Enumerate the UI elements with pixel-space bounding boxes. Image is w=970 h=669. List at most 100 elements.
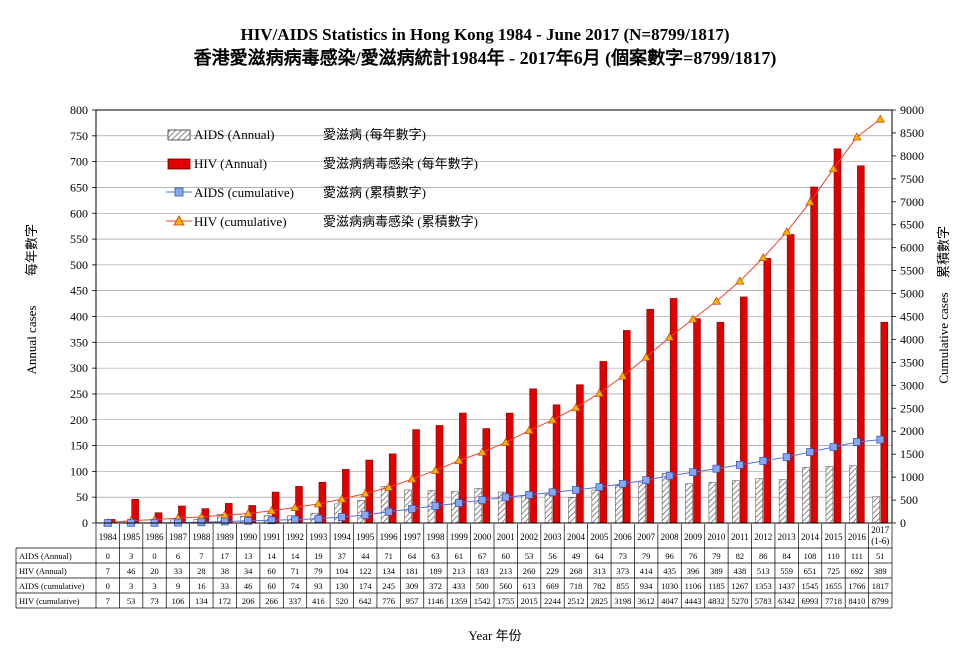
bar-hiv-annual	[599, 361, 608, 524]
table-cell: 104	[335, 566, 349, 576]
legend-label-aids-cumulative-zh: 愛滋病 (累積數字)	[323, 185, 426, 200]
y-tick-label-right: 2000	[900, 424, 924, 438]
point-hiv-cumulative	[243, 508, 253, 517]
legend-swatch-hiv-annual	[167, 158, 191, 170]
table-cell: 373	[616, 566, 629, 576]
y-label-left-zh: 每年數字	[24, 224, 39, 276]
x-tick-label: 1998	[426, 532, 445, 542]
point-aids-cumulative	[595, 483, 604, 491]
x-tick-label: 2014	[801, 532, 820, 542]
table-cell: 46	[127, 566, 136, 576]
table-cell: 108	[804, 551, 817, 561]
table-cell: 14	[267, 551, 276, 561]
legend-label-aids-cumulative-en: AIDS (cumulative)	[194, 185, 294, 200]
point-aids-cumulative	[314, 514, 323, 523]
table-cell: 416	[312, 596, 325, 606]
table-cell: 435	[663, 566, 676, 576]
point-hiv-cumulative	[313, 499, 324, 508]
table-cell: 53	[127, 596, 136, 606]
table-cell: 6342	[778, 596, 795, 606]
legend-label-hiv-annual-en: HIV (Annual)	[194, 156, 267, 171]
chart-subtitle: 香港愛滋病病毒感染/愛滋病統計1984年 - 2017年6月 (個案數字=879…	[193, 47, 777, 69]
y-tick-label-right: 7500	[900, 172, 924, 186]
table-cell: 79	[642, 551, 651, 561]
point-aids-cumulative	[408, 504, 416, 513]
x-tick-label: 1986	[146, 532, 165, 542]
table-cell: 17	[221, 551, 230, 561]
y-tick-label-right: 8500	[900, 126, 924, 140]
table-cell: 500	[476, 581, 489, 591]
table-cell: 37	[338, 551, 347, 561]
x-tick-label: 1997	[403, 532, 422, 542]
table-cell: 3	[129, 551, 133, 561]
table-cell: 0	[106, 551, 110, 561]
x-tick-label: 2000	[473, 532, 492, 542]
x-tick-label: 2016	[848, 532, 867, 542]
bar-aids-annual	[802, 466, 810, 524]
x-tick-label: 1990	[239, 532, 258, 542]
x-tick-label: 1984	[99, 532, 118, 542]
table-cell: 1766	[848, 581, 865, 591]
point-aids-cumulative	[735, 461, 744, 469]
table-cell: 206	[242, 596, 255, 606]
legend-label-aids-annual-zh: 愛滋病 (每年數字)	[323, 127, 426, 142]
point-aids-cumulative	[618, 479, 627, 488]
table-cell: 8799	[872, 596, 889, 606]
table-cell: 74	[291, 581, 300, 591]
bar-hiv-annual	[810, 186, 818, 524]
y-tick-label-right: 4000	[900, 332, 924, 346]
table-cell: 96	[665, 551, 674, 561]
table-cell: 414	[640, 566, 654, 576]
point-hiv-cumulative	[501, 437, 511, 446]
table-cell: 260	[523, 566, 536, 576]
table-cell: 213	[453, 566, 466, 576]
table-cell: 372	[429, 581, 442, 591]
table-cell: 7	[106, 596, 110, 606]
table-cell: 2244	[544, 596, 562, 606]
point-hiv-cumulative	[477, 447, 487, 456]
point-hiv-cumulative	[290, 502, 300, 511]
line-hiv-cumulative	[107, 118, 881, 524]
y-tick-label-left: 200	[70, 413, 88, 427]
point-hiv-cumulative	[337, 494, 347, 503]
point-aids-cumulative	[548, 488, 557, 497]
table-cell: 64	[408, 551, 417, 561]
table-cell: 71	[384, 551, 393, 561]
table-cell: 67	[478, 551, 487, 561]
x-tick-label: 1989	[216, 532, 235, 542]
table-cell: 651	[804, 566, 817, 576]
legend-swatch-aids-annual	[167, 129, 191, 141]
point-hiv-cumulative	[547, 415, 558, 424]
table-cell: 3198	[614, 596, 631, 606]
table-cell: 389	[710, 566, 723, 576]
x-tick-label: 1991	[263, 532, 281, 542]
table-cell: 60	[501, 551, 510, 561]
y-label-right-zh: 累積數字	[936, 226, 951, 278]
bar-aids-annual	[638, 481, 646, 524]
table-cell: 93	[314, 581, 323, 591]
x-axis-label: Year 年份	[468, 628, 521, 643]
table-cell: 4832	[708, 596, 725, 606]
y-tick-label-right: 5500	[900, 264, 924, 278]
table-cell: 5270	[731, 596, 748, 606]
point-hiv-cumulative	[828, 164, 839, 173]
point-hiv-cumulative	[875, 114, 885, 123]
table-cell: 8410	[848, 596, 865, 606]
y-tick-label-right: 8000	[900, 149, 924, 163]
y-tick-label-right: 6500	[900, 218, 924, 232]
table-cell: 122	[359, 566, 372, 576]
y-tick-label-right: 3000	[900, 378, 924, 392]
table-cell: 189	[429, 566, 442, 576]
table-cell: 855	[616, 581, 629, 591]
point-hiv-cumulative	[571, 403, 581, 412]
x-tick-label: 2001	[497, 532, 515, 542]
y-tick-label-left: 450	[70, 284, 88, 298]
point-hiv-cumulative	[384, 482, 394, 491]
y-tick-label-left: 350	[70, 335, 88, 349]
table-cell: 71	[291, 566, 300, 576]
legend-marker-aids-cumulative	[174, 187, 184, 197]
table-cell: 7	[106, 566, 110, 576]
table-cell: 106	[172, 596, 185, 606]
table-cell: 6993	[802, 596, 819, 606]
y-tick-label-right: 1500	[900, 447, 924, 461]
